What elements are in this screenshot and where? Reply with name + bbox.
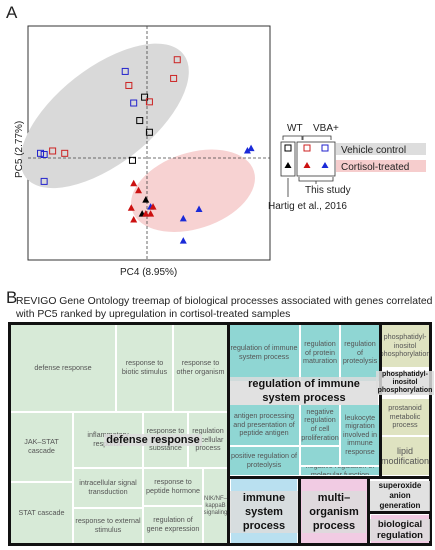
scatter-point (136, 117, 144, 125)
scatter-point (145, 98, 153, 106)
label-regulation-immune: regulation of immune system process (230, 374, 378, 408)
cell-antigen: antigen processing and presentation of p… (228, 404, 300, 446)
legend-wt: WT (287, 123, 303, 134)
scatter-point (145, 128, 153, 136)
legend-marker-red-vehicle (303, 144, 311, 152)
scatter-point (49, 147, 57, 155)
legend-bracket-study (298, 177, 334, 184)
legend-marker-red-cortisol (303, 162, 311, 168)
legend-bracket-wt (282, 135, 303, 140)
legend-row-vehicle-bg (336, 143, 426, 155)
legend-marker-blue-vehicle (321, 144, 329, 152)
legend-cortisol: Cortisol-treated (341, 162, 409, 173)
scatter-point (40, 150, 48, 158)
scatter-point (40, 177, 48, 185)
legend-vba: VBA+ (313, 123, 339, 134)
cell-defense-response: defense response (10, 324, 116, 412)
scatter-point (247, 144, 255, 152)
cell-lipid-mod: lipid modification (380, 436, 430, 476)
cell-neg-reg-prolif: negative regulation of cell proliferatio… (300, 404, 340, 446)
legend-marker-wt-vehicle (284, 144, 292, 152)
treemap: defense response response to biotic stim… (8, 322, 435, 546)
scatter-point (173, 56, 181, 64)
cell-response-biotic: response to biotic stimulus (116, 324, 173, 412)
panel-b-caption: REVIGO Gene Ontology treemap of biologic… (16, 296, 433, 320)
scatter-point (179, 237, 187, 244)
scatter-point (195, 205, 203, 212)
panel-b-letter: B (6, 288, 18, 307)
cell-pos-reg-proteolysis: positive regulation of proteolysis (228, 446, 300, 476)
scatter-point (121, 67, 129, 75)
cell-regulation-gene: regulation of gene expression (143, 506, 203, 544)
ellipse-vehicle (20, 43, 189, 189)
cell-reg-proteolysis: regulation of proteolysis (340, 324, 380, 382)
border-phosphatidyl (379, 322, 432, 479)
scatter-point (127, 204, 135, 211)
scatter-point (130, 99, 138, 107)
cell-prostanoid: prostanoid metabolic process (380, 398, 430, 436)
scatter-point (170, 74, 178, 82)
cell-leukocyte: leukocyte migration involved in immune r… (340, 404, 380, 466)
legend-marker-wt-cortisol (284, 162, 292, 168)
y-axis-label: PC5 (2.77%) (14, 121, 25, 178)
legend-vehicle: Vehicle control (341, 145, 406, 156)
label-biological-regulation: biological regulation (370, 516, 430, 544)
scatter-point (179, 214, 187, 222)
label-immune-system: immune system process (230, 482, 298, 542)
legend: WT VBA+ Vehicle control Cortisol-treated… (268, 123, 426, 212)
cell-response-peptide: response to peptide hormone (143, 468, 203, 506)
scatter-point (142, 196, 150, 203)
legend-box-hartig (280, 141, 296, 177)
x-axis-label: PC4 (8.95%) (120, 267, 177, 278)
scatter-point (149, 203, 157, 210)
scatter-point (147, 210, 155, 217)
cell-stat-cascade: STAT cascade (10, 482, 73, 544)
scatter-point (130, 216, 138, 223)
label-phosphatidyl: phosphatidyl-inositol phosphorylation (375, 371, 435, 395)
cell-teal-filler (300, 446, 340, 466)
scatter-point (130, 179, 138, 187)
scatter-point (243, 146, 251, 154)
cell-intracellular-signal: intracellular signal transduction (73, 468, 143, 508)
label-multi-organism: multi– organism process (302, 482, 366, 542)
cell-reg-protein-maturation: regulation of protein maturation (300, 324, 340, 382)
panel-a-letter: A (6, 3, 18, 22)
cell-response-other-organism: response to other organism (173, 324, 228, 412)
pca-scatter-chart: PC4 (8.95%) PC5 (2.77%) WT VBA+ Vehicle … (14, 25, 426, 278)
legend-box-study (296, 141, 336, 177)
label-superoxide: superoxide anion generation (370, 480, 430, 512)
legend-hartig: Hartig et al., 2016 (268, 201, 347, 212)
scatter-point (142, 210, 150, 217)
scatter-point (135, 186, 143, 194)
scatter-point (141, 93, 149, 101)
border-bio-regulation (367, 511, 432, 546)
scatter-point (125, 81, 133, 89)
legend-bracket-vba (302, 135, 332, 140)
scatter-point (61, 149, 69, 157)
legend-marker-blue-cortisol (321, 162, 329, 168)
legend-row-cortisol-bg (336, 160, 426, 172)
cell-jak-stat: JAK–STAT cascade (10, 412, 73, 482)
label-defense-response: defense response (104, 434, 202, 446)
legend-this-study: This study (305, 185, 351, 196)
cell-response-external: response to external stimulus (73, 508, 143, 544)
ellipse-cortisol (130, 149, 255, 232)
scatter-point (37, 149, 45, 157)
scatter-point (128, 156, 136, 164)
